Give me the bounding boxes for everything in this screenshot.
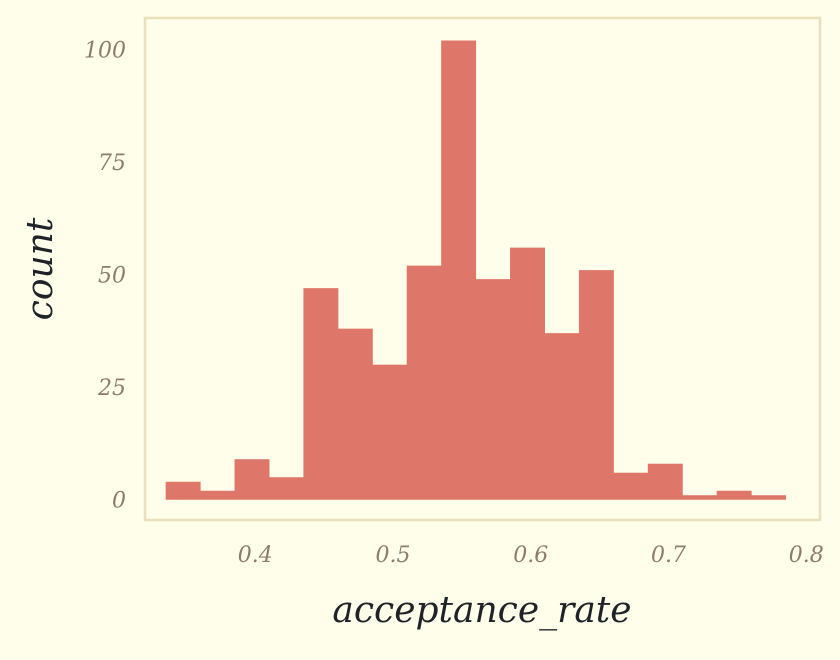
plot-frame xyxy=(143,16,822,522)
histogram-bar xyxy=(165,481,201,500)
histogram-bar xyxy=(510,247,545,500)
histogram-bar xyxy=(337,328,373,500)
histogram-bar xyxy=(716,490,752,500)
bars-group xyxy=(165,40,787,500)
x-axis-title: acceptance_rate xyxy=(332,590,631,631)
histogram-bar xyxy=(682,495,718,500)
y-tick-label: 50 xyxy=(98,264,126,289)
histogram-bar xyxy=(200,490,236,500)
y-tick-labels: 0 25 50 75 100 xyxy=(84,39,126,514)
histogram-bar xyxy=(234,459,270,500)
y-tick-label: 25 xyxy=(97,376,126,401)
histogram-bar xyxy=(544,333,580,500)
x-tick-label: 0.7 xyxy=(651,543,686,568)
y-tick-label: 0 xyxy=(112,489,126,514)
histogram-bar xyxy=(578,270,614,500)
y-axis-title: count xyxy=(20,217,61,320)
x-tick-label: 0.6 xyxy=(513,543,548,568)
x-tick-label: 0.8 xyxy=(789,543,824,568)
y-tick-label: 100 xyxy=(84,39,126,64)
histogram-bar xyxy=(372,364,408,500)
histogram-bar xyxy=(751,495,787,500)
histogram-bar xyxy=(475,279,511,500)
histogram-bar xyxy=(268,477,304,500)
x-tick-label: 0.5 xyxy=(375,543,410,568)
histogram-bar xyxy=(441,40,477,500)
histogram-bar xyxy=(303,288,339,500)
histogram-bar xyxy=(647,463,683,500)
x-tick-label: 0.4 xyxy=(238,543,273,568)
y-tick-label: 75 xyxy=(98,151,126,176)
x-tick-labels: 0.4 0.5 0.6 0.7 0.8 xyxy=(238,543,824,568)
histogram-bar xyxy=(613,472,649,500)
histogram-bar xyxy=(406,265,442,500)
